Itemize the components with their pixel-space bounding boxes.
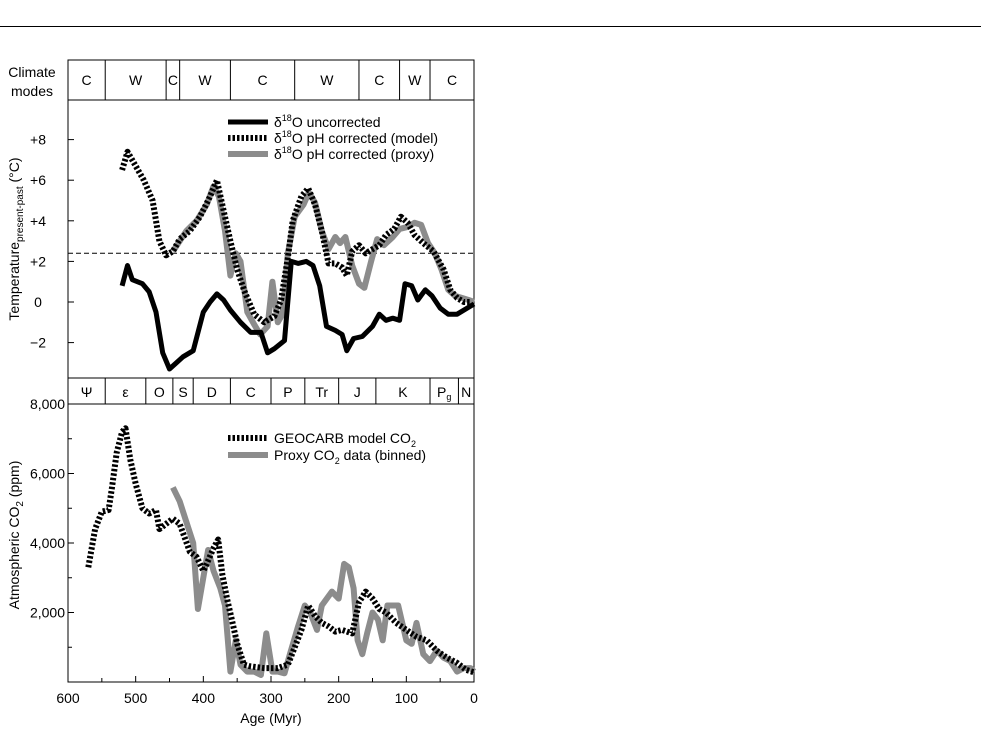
co2-y-tick-label: 6,000 — [30, 466, 65, 482]
x-tick-label: 200 — [327, 690, 351, 706]
x-tick-label: 500 — [124, 690, 148, 706]
series-line-model — [119, 148, 471, 326]
legend-label-proxyco2: Proxy CO2 data (binned) — [274, 447, 426, 466]
series-line-proxyco2 — [170, 486, 477, 678]
period-label: C — [246, 384, 256, 400]
temperature-y-tick-label: +2 — [30, 253, 46, 269]
co2-y-tick-label: 4,000 — [30, 535, 65, 551]
series-line-geocarb — [85, 425, 475, 676]
x-tick-label: 100 — [395, 690, 419, 706]
legend-label-geocarb: GEOCARB model CO2 — [274, 430, 416, 449]
header-rule — [0, 26, 981, 27]
climate-mode-label: C — [82, 72, 92, 88]
temperature-y-tick-label: +8 — [30, 132, 46, 148]
legend-label-proxy: δ18O pH corrected (proxy) — [274, 145, 434, 162]
temperature-y-tick-label: −2 — [30, 335, 46, 351]
climate-mode-label: C — [447, 72, 457, 88]
series-line-uncorr — [119, 258, 476, 372]
co2-y-tick-label: 2,000 — [30, 605, 65, 621]
period-label: J — [354, 384, 361, 400]
climate-mode-label: W — [129, 72, 143, 88]
climate-mode-label: W — [408, 72, 422, 88]
period-label: K — [398, 384, 408, 400]
temperature-y-tick-label: +6 — [30, 172, 46, 188]
period-label: ε — [122, 384, 128, 400]
period-label: P — [283, 384, 292, 400]
period-label: S — [178, 384, 187, 400]
legend-label-model: δ18O pH corrected (model) — [274, 129, 438, 146]
x-tick-label: 600 — [56, 690, 80, 706]
climate-mode-label: C — [374, 72, 384, 88]
climate-mode-label: W — [320, 72, 334, 88]
climate-mode-label: W — [198, 72, 212, 88]
series-line-proxy — [170, 183, 476, 338]
climate-modes-label: Climate — [8, 64, 56, 80]
x-tick-label: 300 — [259, 690, 283, 706]
period-label: N — [461, 384, 471, 400]
temperature-y-tick-label: +4 — [30, 213, 46, 229]
period-label: Ψ — [81, 384, 93, 400]
climate-modes-label: modes — [11, 83, 53, 99]
x-tick-label: 0 — [470, 690, 478, 706]
legend-label-uncorr: δ18O uncorrected — [274, 113, 381, 130]
climate-mode-label: C — [168, 72, 178, 88]
co2-y-axis-label: Atmospheric CO2 (ppm) — [6, 461, 26, 610]
period-label: Tr — [315, 384, 328, 400]
climate-mode-label: C — [257, 72, 267, 88]
temperature-y-axis-label: Temperaturepresent-past (°C) — [6, 157, 26, 320]
period-label: Pg — [437, 384, 451, 402]
co2-y-tick-label: 8,000 — [30, 396, 65, 412]
temperature-y-tick-label: 0 — [34, 294, 42, 310]
x-axis-label: Age (Myr) — [240, 710, 301, 726]
period-label: D — [207, 384, 217, 400]
x-tick-label: 400 — [192, 690, 216, 706]
period-label: O — [154, 384, 165, 400]
